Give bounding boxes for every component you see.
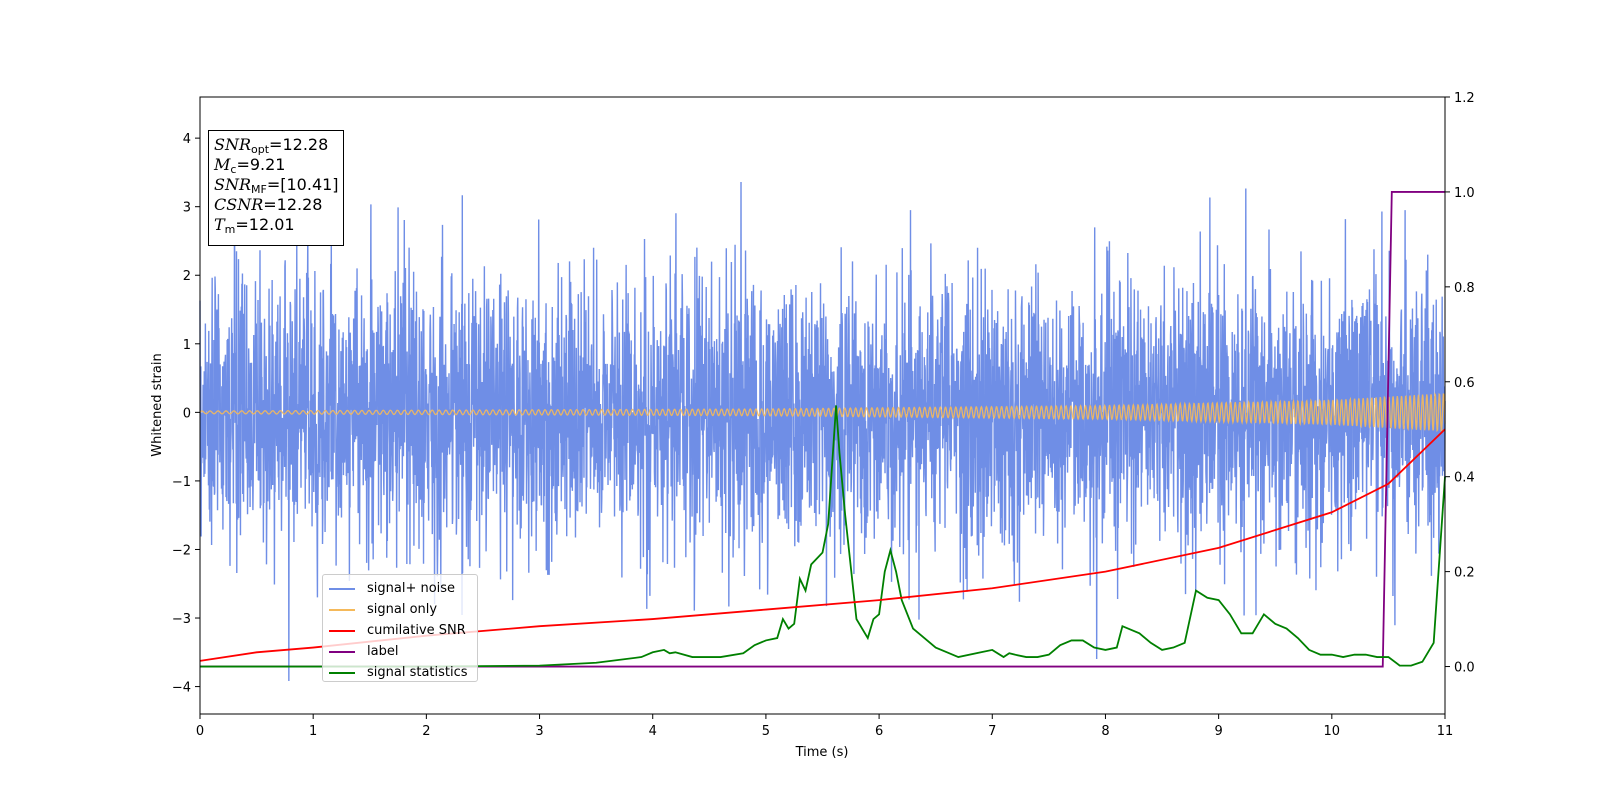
y-tick-label: −4 [172,681,191,696]
x-tick-label: 3 [535,724,543,739]
info-box: SNRopt=12.28 Mc=9.21 SNRMF=[10.41] CSNR=… [208,130,344,246]
snr-mf-label: SNR [214,175,252,194]
legend-swatch [329,650,355,653]
snr-mf-sub: MF [251,183,267,196]
info-tm: Tm=12.01 [214,215,343,235]
y-tick-label: 0 [183,406,191,421]
legend-item-signal-statistics: signal statistics [329,662,477,683]
y-axis: −4 −3 −2 −1 0 1 2 3 4 [172,132,200,696]
x-axis-label: Time (s) [795,745,849,760]
mc-value: =9.21 [236,155,286,174]
legend-label: label [367,644,399,659]
y2-axis: 0.0 0.2 0.4 0.6 0.8 1.0 1.2 [1445,91,1475,676]
legend-swatch [329,608,355,611]
signal-noise-line [199,169,1446,681]
y-tick-label: 2 [183,269,191,284]
x-tick-label: 5 [762,724,770,739]
snr-opt-sub: opt [251,143,270,156]
info-mc: Mc=9.21 [214,155,343,175]
y2-tick-label: 0.2 [1454,566,1475,581]
legend-item-signal-noise: signal+ noise [329,578,477,599]
csnr-label: CSNR [214,195,264,214]
legend-item-label: label [329,641,477,662]
y2-tick-label: 0.8 [1454,281,1475,296]
y-axis-label: Whitened strain [150,353,165,456]
legend-swatch [329,629,355,632]
legend-label: signal only [367,602,438,617]
y-tick-label: −1 [172,475,191,490]
y-tick-label: 1 [183,338,191,353]
x-axis: 0 1 2 3 4 5 6 7 8 9 10 11 [196,714,1453,739]
y2-tick-label: 0.4 [1454,471,1475,486]
tm-label: T [214,215,225,234]
signal-only-series [199,392,1446,433]
y-tick-label: 3 [183,201,191,216]
x-tick-label: 6 [875,724,883,739]
legend-swatch [329,587,355,590]
y2-tick-label: 0.6 [1454,376,1475,391]
x-tick-label: 1 [309,724,317,739]
x-tick-label: 10 [1324,724,1341,739]
legend-label: signal+ noise [367,581,456,596]
snr-opt-label: SNR [214,135,252,154]
x-tick-label: 8 [1101,724,1109,739]
y2-tick-label: 1.2 [1454,91,1475,106]
x-tick-label: 4 [649,724,657,739]
x-tick-label: 9 [1214,724,1222,739]
signal-noise-series [199,169,1446,681]
legend-item-signal-only: signal only [329,599,477,620]
signal-only-line [199,392,1446,433]
plot-frame [199,96,1446,715]
mc-label: M [214,155,231,174]
legend-item-cumilative-snr: cumilative SNR [329,620,477,641]
label-line [200,191,1445,668]
snr-opt-value: =12.28 [269,135,329,154]
legend-label: signal statistics [367,665,468,680]
legend-swatch [329,671,355,674]
y-tick-label: −2 [172,543,191,558]
legend: signal+ noise signal only cumilative SNR… [322,574,478,682]
signal-statistics-line [200,405,1446,668]
tm-value: =12.01 [235,215,295,234]
tm-sub: m [224,223,236,236]
x-tick-label: 2 [422,724,430,739]
mc-sub: c [230,163,237,176]
csnr-value: =12.28 [263,195,323,214]
snr-mf-value: =[10.41] [266,175,339,194]
x-tick-label: 7 [988,724,996,739]
info-csnr: CSNR=12.28 [214,195,343,215]
y2-tick-label: 0.0 [1454,661,1475,676]
x-tick-label: 0 [196,724,204,739]
info-snr-opt: SNRopt=12.28 [214,135,343,155]
legend-label: cumilative SNR [367,623,466,638]
y-tick-label: −3 [172,612,191,627]
y2-tick-label: 1.0 [1454,186,1475,201]
info-snr-mf: SNRMF=[10.41] [214,175,343,195]
x-tick-label: 11 [1437,724,1454,739]
y-tick-label: 4 [183,132,191,147]
